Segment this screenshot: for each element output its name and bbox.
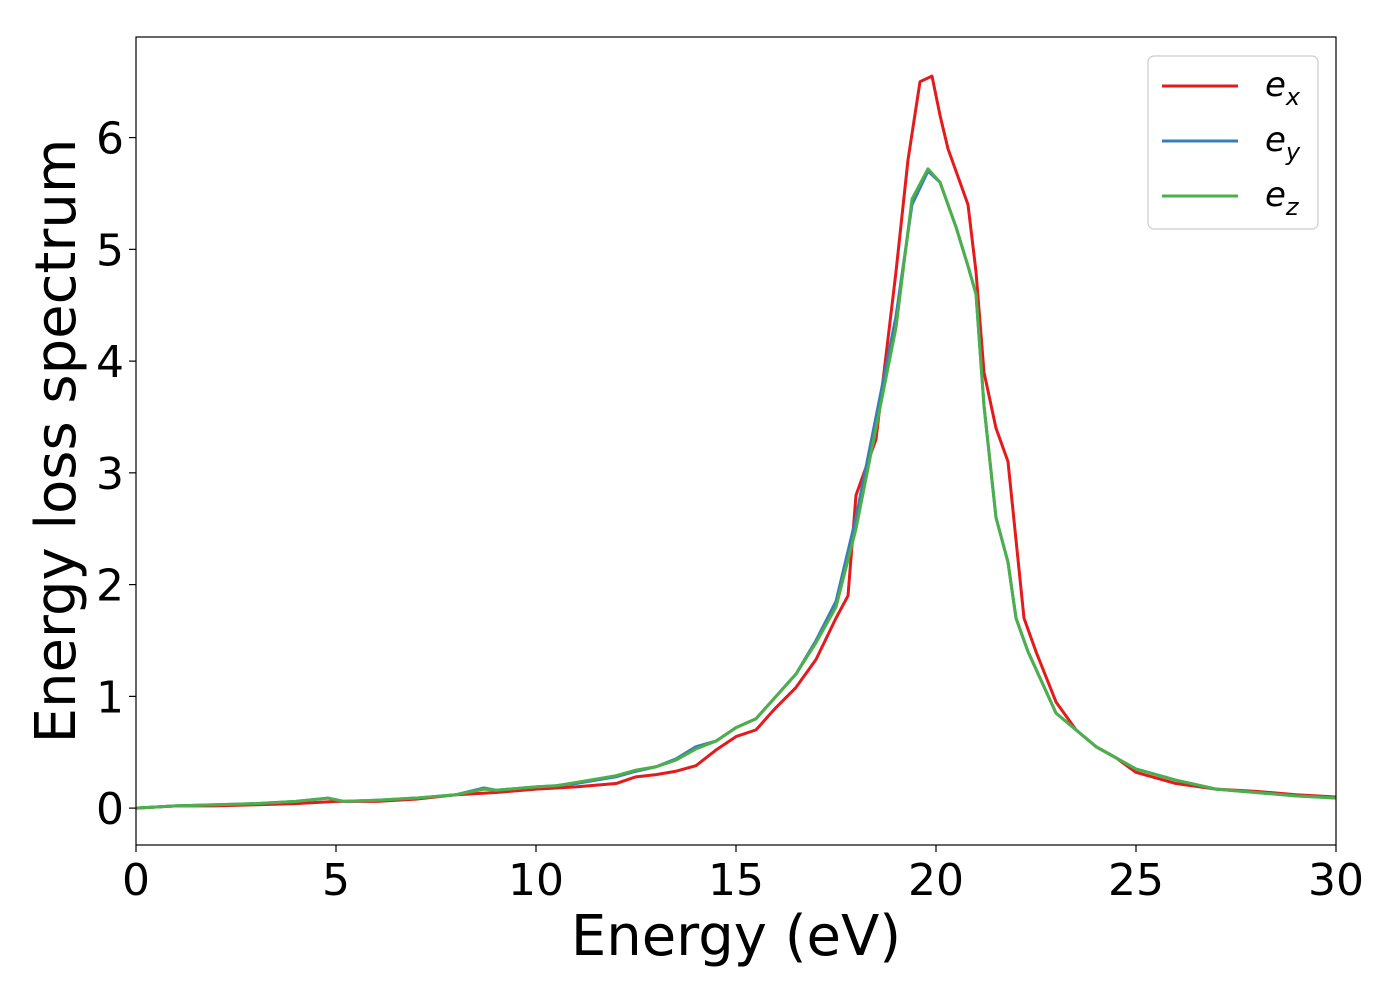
series-line-e-z [135,167,1337,810]
legend: ex ey ez [1147,55,1319,230]
legend-label-e-x: ex [1265,65,1301,111]
series-layer [135,74,1337,810]
y-axis-ticks: 0 1 2 3 4 5 6 [96,114,136,835]
y-axis-title: Energy loss spectrum [24,139,89,744]
y-tick-label: 6 [96,114,124,165]
y-tick-label: 1 [96,672,124,723]
y-tick-label: 5 [96,225,124,276]
y-tick-label: 3 [96,449,124,500]
legend-label-e-y: ey [1265,120,1301,166]
x-tick-label: 25 [1108,855,1164,906]
x-axis-ticks: 0 5 10 15 20 25 30 [122,845,1364,906]
x-tick-label: 0 [122,855,150,906]
x-tick-label: 30 [1308,855,1364,906]
x-tick-label: 20 [908,855,964,906]
y-tick-label: 4 [96,337,124,388]
y-tick-label: 2 [96,561,124,612]
x-tick-label: 5 [322,855,350,906]
y-tick-label: 0 [96,784,124,835]
plot-area [136,37,1336,845]
x-tick-label: 15 [708,855,764,906]
x-axis-title: Energy (eV) [571,904,901,969]
legend-label-e-z: ez [1265,175,1300,221]
x-tick-label: 10 [508,855,564,906]
